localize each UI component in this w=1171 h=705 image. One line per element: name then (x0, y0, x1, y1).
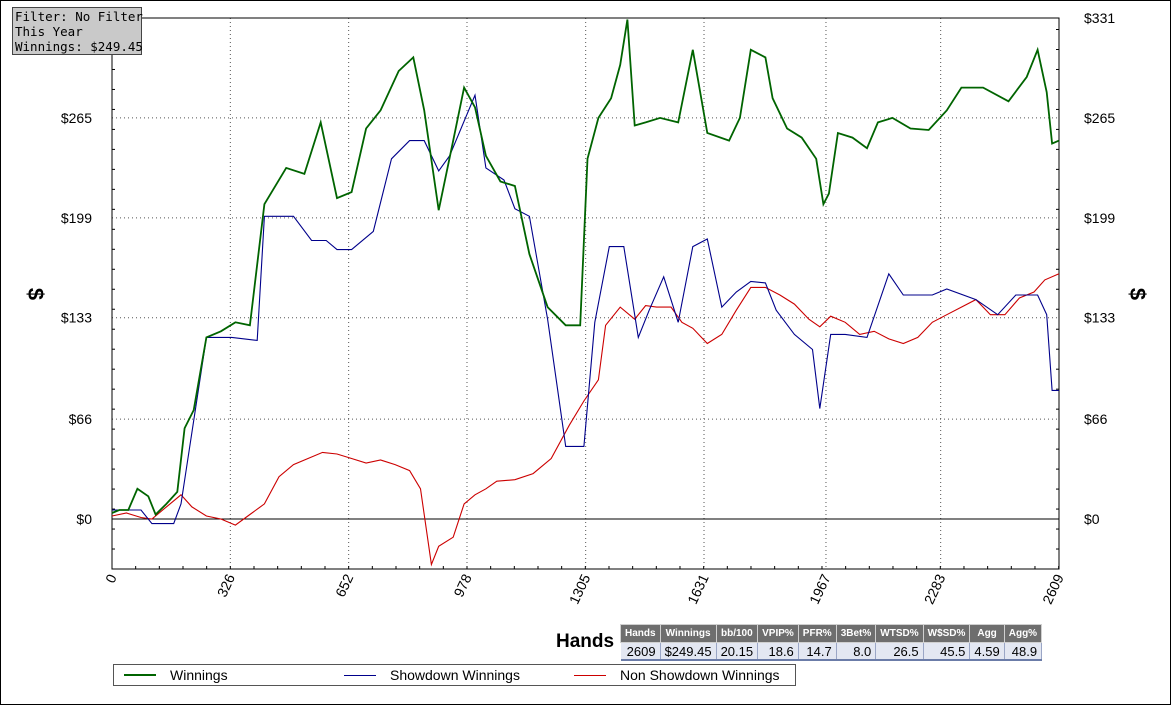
stats-header-hands: Hands (620, 624, 661, 643)
stats-value-hands: 2609 (620, 642, 661, 661)
y-tick-label-right-2: $133 (1084, 310, 1115, 326)
filter-label: Filter: No Filter (15, 9, 143, 24)
labels-layer: $0$0$66$66$133$133$199$199$265$265$331$3… (61, 10, 1116, 607)
legend-swatch-winnings (124, 674, 156, 676)
x-tick-label-0: 0 (102, 571, 120, 585)
legend-label-winnings: Winnings (170, 667, 228, 683)
period-label: This Year (15, 24, 83, 39)
series-line-winnings (111, 19, 1060, 517)
x-tick-label-3: 978 (450, 571, 474, 599)
x-tick-label-5: 1631 (684, 571, 712, 606)
legend-label-showdown: Showdown Winnings (390, 667, 520, 683)
winnings-summary: Winnings: $249.45 (15, 39, 143, 54)
legend-swatch-non-showdown (574, 674, 606, 676)
x-tick-label-7: 2283 (921, 571, 949, 606)
stats-header-agg: Agg (969, 624, 1005, 643)
stats-header-agg-pct: Agg% (1003, 624, 1043, 643)
stats-table: Hands Winnings bb/100 VPIP% PFR% 3Bet% W… (620, 624, 1043, 661)
stats-value-vpip: 18.6 (757, 642, 799, 661)
x-tick-label-1: 326 (214, 571, 238, 599)
x-axis-label: Hands (556, 631, 615, 652)
stats-header-pfr: PFR% (797, 624, 837, 643)
y-tick-label-right-4: $265 (1084, 110, 1115, 126)
stats-value-winnings: $249.45 (660, 642, 717, 661)
y-tick-label-left-0: $0 (76, 511, 92, 527)
legend-swatch-showdown (344, 674, 376, 676)
y-tick-label-right-1: $66 (1084, 411, 1108, 427)
series-line-showdown-winnings (112, 93, 1059, 525)
y-tick-label-right-3: $199 (1084, 210, 1115, 226)
y-axis-label-left: $ (23, 288, 48, 300)
y-tick-label-left-1: $66 (69, 411, 93, 427)
stats-value-bb100: 20.15 (716, 642, 759, 661)
legend-label-non-showdown: Non Showdown Winnings (620, 667, 780, 683)
x-tick-label-2: 652 (332, 571, 356, 599)
stats-value-row: 2609 $249.45 20.15 18.6 14.7 8.0 26.5 45… (620, 642, 1043, 661)
stats-value-wsd: 45.5 (923, 642, 971, 661)
stats-header-winnings: Winnings (659, 624, 717, 643)
y-tick-label-left-4: $265 (61, 110, 92, 126)
stats-value-wtsd: 26.5 (875, 642, 924, 661)
stats-header-wsd: W$SD% (922, 624, 971, 643)
stats-value-pfr: 14.7 (798, 642, 837, 661)
legend-item-non-showdown: Non Showdown Winnings (574, 665, 780, 685)
grid-layer (111, 17, 1060, 569)
stats-header-vpip: VPIP% (757, 624, 799, 643)
stats-header-3bet: 3Bet% (835, 624, 877, 643)
stats-header-wtsd: WTSD% (875, 624, 924, 643)
y-tick-label-left-2: $133 (61, 310, 92, 326)
y-axis-label-right: $ (1125, 288, 1150, 300)
x-tick-label-6: 1967 (806, 571, 834, 606)
stats-value-agg-pct: 48.9 (1004, 642, 1043, 661)
stats-value-agg: 4.59 (969, 642, 1005, 661)
y-tick-label-right-5: $331 (1084, 10, 1115, 26)
series-layer (111, 19, 1060, 567)
filter-info-panel: Filter: No Filter This Year Winnings: $2… (12, 7, 143, 55)
x-tick-label-8: 2609 (1039, 571, 1067, 606)
series-line-non-showdown-winnings (111, 273, 1060, 567)
chart-legend: Winnings Showdown Winnings Non Showdown … (113, 664, 796, 686)
stats-header-bb100: bb/100 (715, 624, 759, 643)
legend-item-winnings: Winnings (124, 665, 228, 685)
y-tick-label-left-3: $199 (61, 210, 92, 226)
stats-header-row: Hands Winnings bb/100 VPIP% PFR% 3Bet% W… (620, 624, 1043, 643)
stats-value-3bet: 8.0 (836, 642, 877, 661)
x-tick-label-4: 1305 (566, 571, 594, 606)
legend-item-showdown: Showdown Winnings (344, 665, 520, 685)
y-tick-label-right-0: $0 (1084, 511, 1100, 527)
axes-layer (111, 17, 1060, 570)
